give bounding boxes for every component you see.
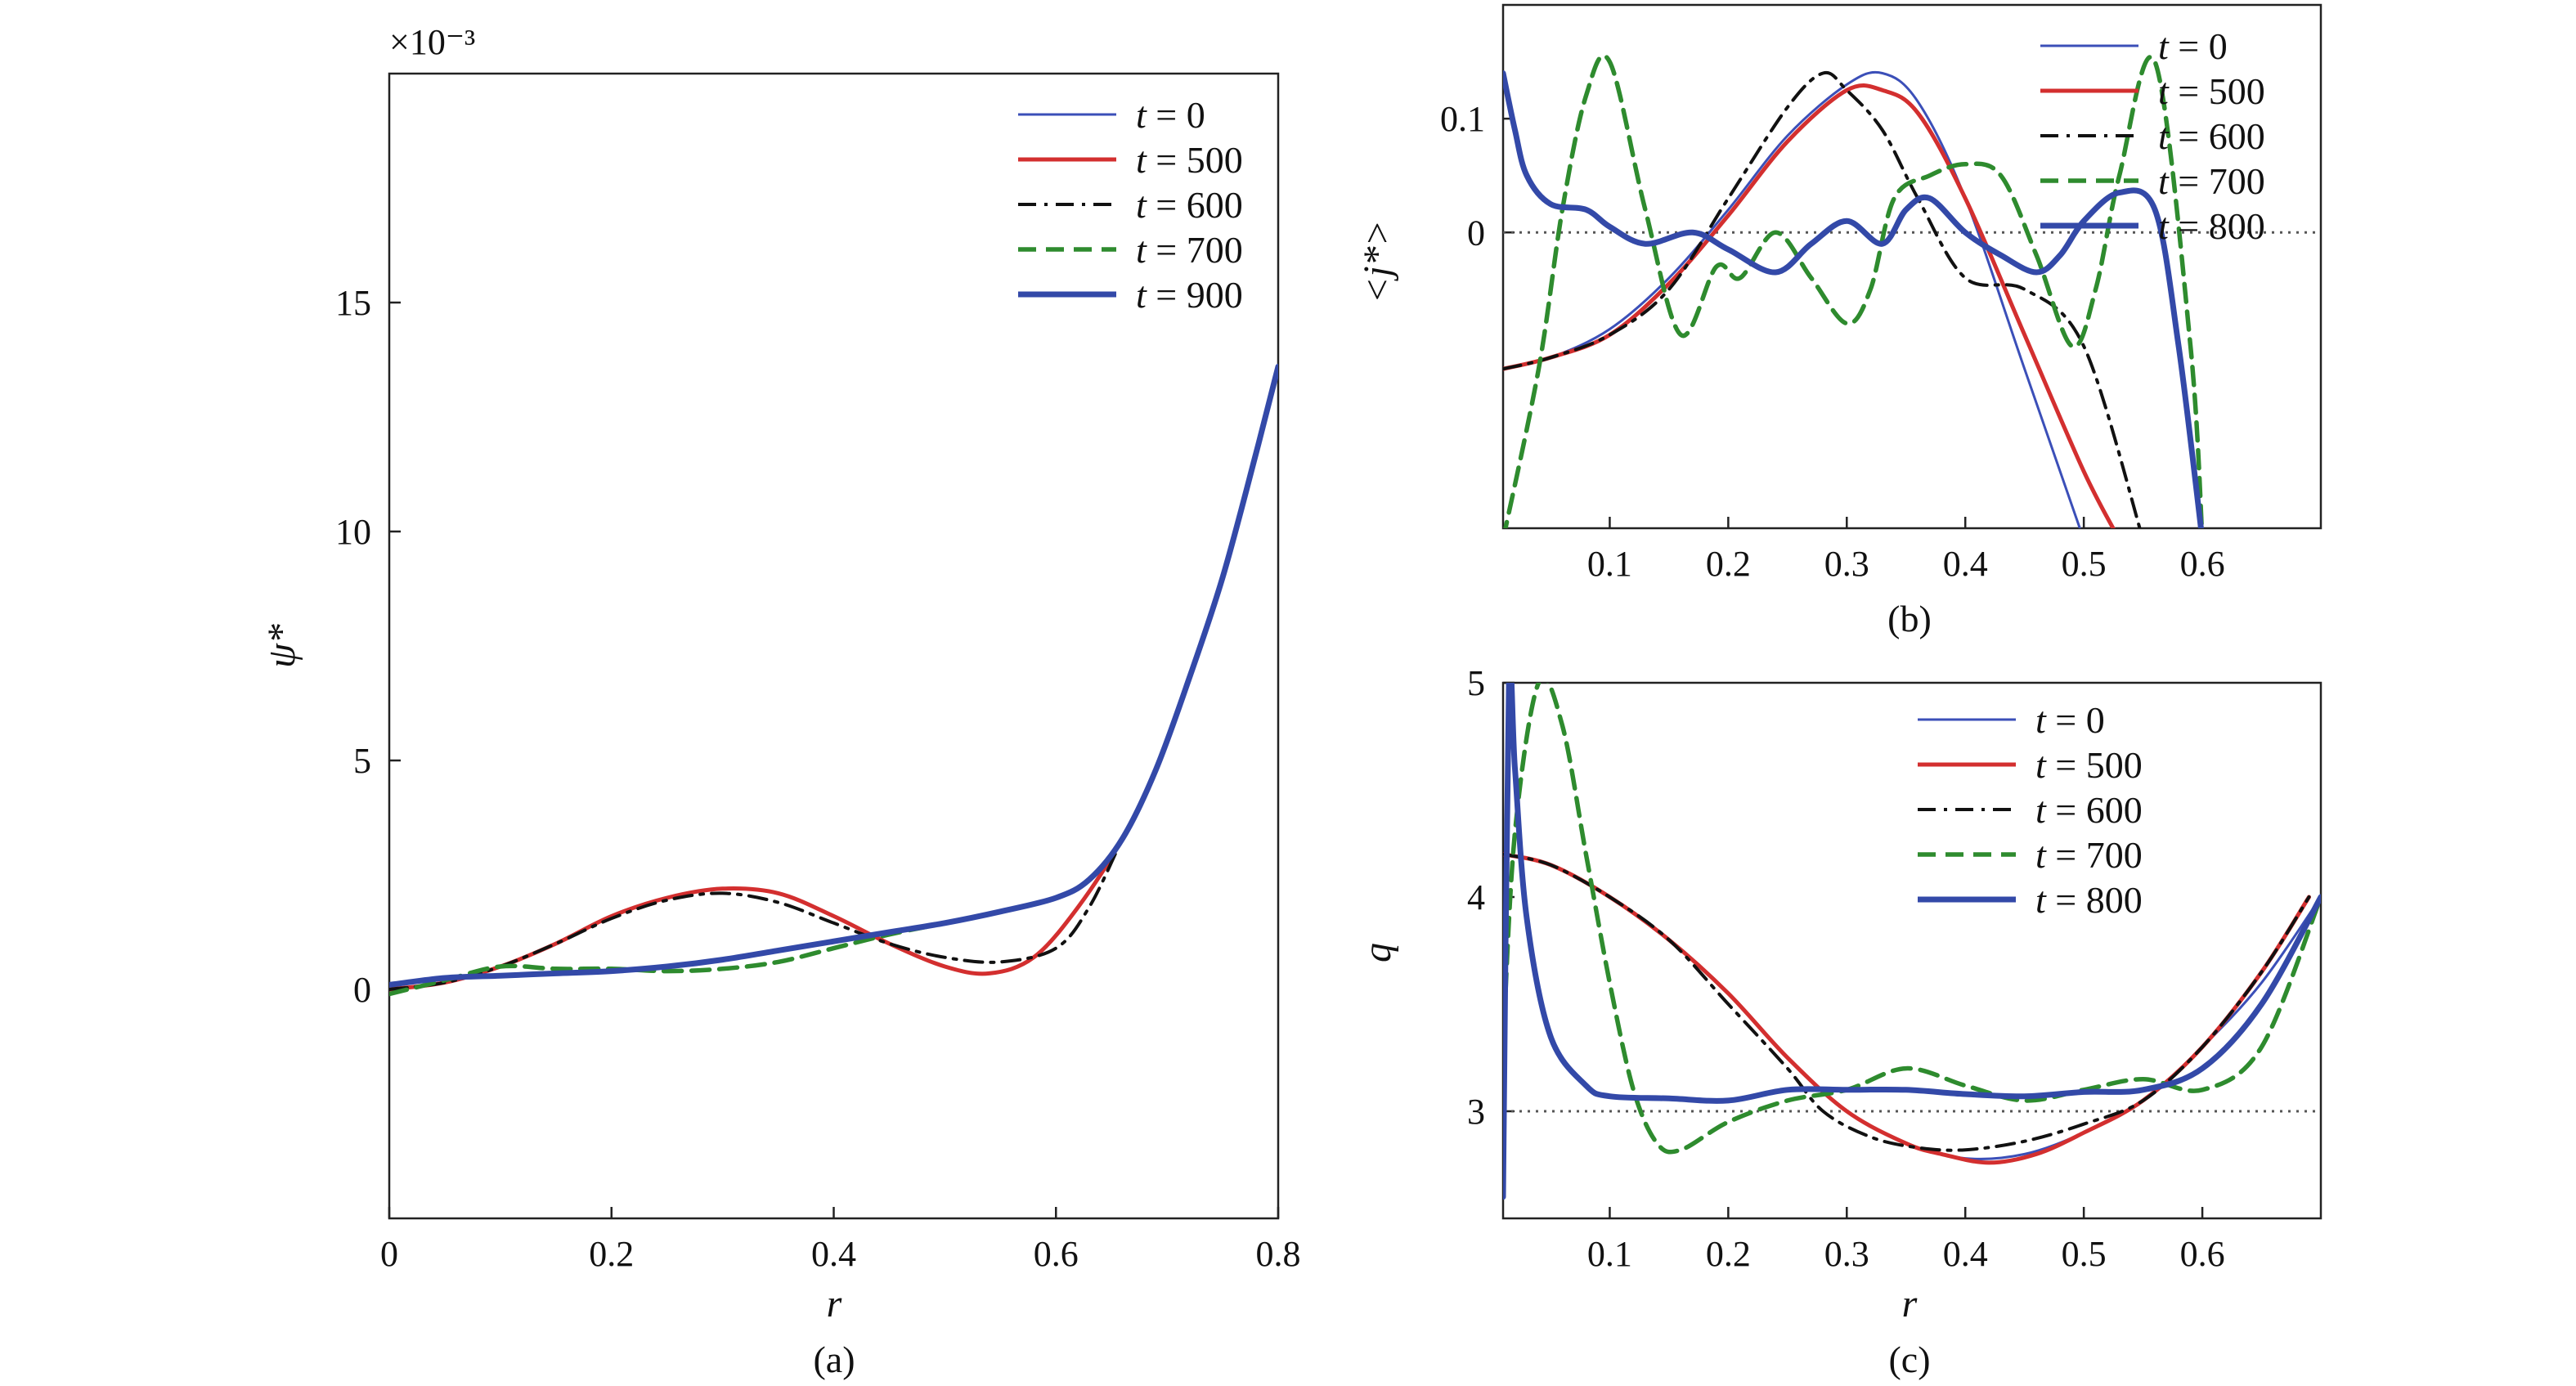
series-line (1503, 853, 2321, 1160)
legend-label: t = 600 (2035, 789, 2143, 831)
series-line (389, 363, 1278, 988)
legend-label: t = 800 (2035, 879, 2143, 921)
ticks-b: 0.1 0.2 0.3 0.4 0.5 0.6 0 0.1 (1440, 99, 2225, 584)
y-tick-label: 10 (335, 512, 371, 552)
x-tick-label: 0.4 (1943, 544, 1988, 584)
series-line (1503, 70, 2081, 528)
x-tick-label: 0.2 (1706, 1234, 1751, 1274)
series-line (389, 364, 1278, 997)
x-tick-label: 0 (380, 1234, 398, 1274)
x-tick-label: 0.1 (1587, 1234, 1632, 1274)
legend-label: t = 600 (1136, 184, 1243, 226)
y-tick-label: 5 (1467, 663, 1485, 703)
caption-b: (b) (1887, 598, 1932, 639)
caption-a: (a) (813, 1339, 855, 1380)
y-axis-label-a: ψ* (260, 624, 303, 668)
series-line (389, 365, 1278, 991)
series-line (1503, 83, 2116, 528)
x-tick-label: 0.3 (1824, 544, 1869, 584)
plot-frame-c (1501, 681, 2322, 1220)
y-tick-label: 0 (353, 970, 371, 1010)
curves-a (389, 363, 1278, 997)
x-tick-label: 0.8 (1256, 1234, 1301, 1274)
x-tick-label: 0.3 (1824, 1234, 1869, 1274)
curves-c (1503, 683, 2321, 1200)
y-axis-label-c: q (1356, 943, 1399, 962)
x-tick-label: 0.6 (1034, 1234, 1079, 1274)
legend-label: t = 700 (2035, 834, 2143, 876)
x-tick-label: 0.2 (589, 1234, 634, 1274)
caption-c: (c) (1888, 1339, 1930, 1380)
legend-label: t = 500 (2158, 70, 2265, 112)
y-tick-label: 3 (1467, 1092, 1485, 1132)
legend-label: t = 700 (2158, 160, 2265, 202)
series-line (389, 365, 1278, 986)
series-line (1503, 70, 2204, 528)
ticks-a: 0 0.2 0.4 0.6 0.8 0 5 10 15 (335, 283, 1301, 1274)
x-axis-label-c: r (1902, 1282, 1918, 1325)
plot-frame-b (1501, 3, 2322, 530)
y-tick-label: 0.1 (1440, 99, 1485, 139)
series-line (1503, 852, 2311, 1152)
x-tick-label: 0.4 (811, 1234, 856, 1274)
series-line (1503, 683, 2321, 1155)
x-tick-label: 0.6 (2180, 1234, 2225, 1274)
x-tick-label: 0.6 (2180, 544, 2225, 584)
legend-label: t = 900 (1136, 274, 1243, 316)
x-tick-label: 0.5 (2062, 1234, 2107, 1274)
y-tick-label: 0 (1467, 213, 1485, 253)
legend-label: t = 500 (1136, 139, 1243, 181)
series-line (1503, 683, 2321, 1200)
y-multiplier-label: ×10⁻³ (389, 22, 475, 62)
legend-label: t = 500 (2035, 744, 2143, 786)
legend-label: t = 0 (2158, 25, 2228, 67)
legend-label: t = 600 (2158, 115, 2265, 157)
curves-b (1503, 53, 2321, 528)
series-line (1503, 53, 2205, 528)
y-tick-label: 15 (335, 283, 371, 323)
legend-label: t = 800 (2158, 205, 2265, 247)
legend-label: t = 0 (2035, 699, 2105, 741)
series-line (389, 364, 1278, 992)
series-line (1503, 70, 2142, 528)
y-tick-label: 4 (1467, 877, 1485, 917)
legend-label: t = 0 (1136, 94, 1205, 136)
series-line (1503, 852, 2311, 1165)
legend-label: t = 700 (1136, 229, 1243, 271)
x-axis-label-a: r (827, 1282, 842, 1325)
y-tick-label: 5 (353, 741, 371, 781)
x-tick-label: 0.2 (1706, 544, 1751, 584)
ticks-c: 0.1 0.2 0.3 0.4 0.5 0.6 3 4 5 (1467, 663, 2225, 1274)
y-axis-label-b: <j*> (1356, 220, 1399, 303)
x-tick-label: 0.4 (1943, 1234, 1988, 1274)
x-tick-label: 0.1 (1587, 544, 1632, 584)
x-tick-label: 0.5 (2062, 544, 2107, 584)
